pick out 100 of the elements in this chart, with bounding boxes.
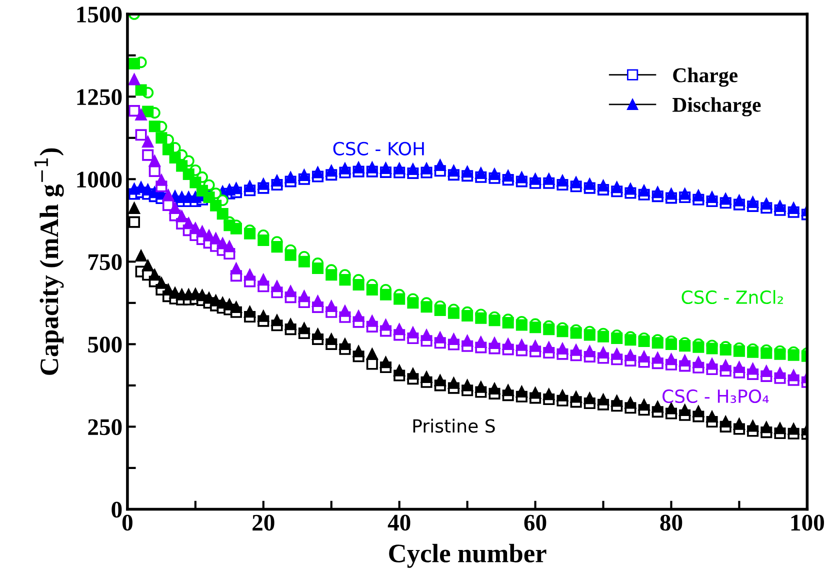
- point: [502, 338, 514, 350]
- point: [420, 330, 432, 342]
- x-tick-label: 60: [524, 514, 546, 531]
- point: [611, 348, 623, 360]
- point: [258, 234, 270, 246]
- point: [597, 330, 610, 342]
- point: [638, 335, 650, 347]
- point: [774, 200, 786, 212]
- point: [760, 365, 772, 378]
- point: [638, 184, 650, 196]
- point: [224, 240, 236, 252]
- point: [475, 312, 487, 324]
- point: [244, 306, 256, 318]
- point: [142, 106, 154, 118]
- point: [624, 350, 636, 362]
- point: [570, 344, 582, 356]
- point: [638, 350, 650, 362]
- point: [774, 367, 786, 379]
- y-tick-label: 1500: [77, 6, 122, 23]
- point: [244, 269, 256, 281]
- point: [366, 162, 378, 174]
- point: [774, 422, 786, 434]
- point: [638, 399, 650, 411]
- point: [352, 279, 364, 291]
- point: [298, 290, 310, 302]
- x-axis-title: Cycle number: [389, 544, 546, 568]
- point: [352, 162, 364, 174]
- point: [434, 160, 446, 172]
- point: [339, 274, 351, 286]
- point: [788, 202, 800, 214]
- point: [516, 172, 528, 184]
- point: [420, 371, 432, 383]
- point: [407, 297, 419, 309]
- point: [570, 176, 582, 188]
- point: [556, 390, 568, 402]
- point: [706, 358, 718, 370]
- point: [394, 293, 406, 305]
- point: [135, 84, 147, 96]
- point: [692, 406, 704, 418]
- point: [760, 198, 772, 210]
- point: [434, 304, 446, 316]
- annotation: CSC - H₃PO₄: [662, 389, 769, 404]
- point: [530, 387, 542, 399]
- legend-label: Charge: [673, 68, 738, 87]
- point: [652, 337, 664, 349]
- point: [380, 319, 392, 331]
- point: [543, 173, 555, 185]
- point: [135, 250, 147, 262]
- point: [448, 377, 460, 389]
- point: [488, 314, 500, 326]
- point: [475, 167, 487, 179]
- annotation: CSC - KOH: [333, 142, 424, 156]
- point: [692, 341, 704, 353]
- point: [760, 347, 772, 359]
- point: [203, 230, 215, 242]
- x-tick-label: 0: [122, 514, 132, 531]
- point: [448, 307, 460, 319]
- point: [352, 310, 364, 322]
- point: [747, 346, 759, 358]
- point: [475, 381, 487, 393]
- y-axis-title: Capacity (mAh g$^{−1}$): [34, 148, 64, 375]
- point: [502, 170, 514, 182]
- point: [210, 232, 222, 244]
- point: [652, 186, 664, 198]
- point: [284, 318, 296, 330]
- x-tick-label: 20: [252, 514, 274, 531]
- point: [148, 120, 160, 132]
- point: [271, 314, 283, 326]
- point: [679, 188, 691, 200]
- point: [380, 288, 392, 300]
- point: [733, 345, 745, 357]
- point: [407, 163, 419, 176]
- point: [543, 324, 555, 336]
- point: [679, 404, 691, 416]
- point: [196, 226, 208, 238]
- point: [380, 356, 392, 368]
- point: [448, 165, 460, 177]
- point: [142, 260, 154, 272]
- point: [298, 169, 310, 181]
- point: [135, 109, 147, 121]
- point: [747, 363, 759, 375]
- point: [462, 380, 474, 392]
- point: [706, 411, 718, 423]
- point: [148, 269, 160, 281]
- point: [720, 344, 732, 356]
- point: [692, 190, 704, 202]
- point: [434, 374, 446, 386]
- point: [665, 402, 677, 414]
- point: [720, 416, 732, 428]
- point: [394, 324, 406, 336]
- point: [475, 336, 487, 348]
- point: [652, 401, 664, 413]
- point: [380, 162, 392, 174]
- point: [488, 382, 500, 394]
- point: [516, 319, 528, 331]
- point: [258, 178, 270, 190]
- point: [190, 176, 202, 188]
- point: [611, 182, 623, 194]
- point: [258, 310, 270, 322]
- point: [258, 274, 270, 286]
